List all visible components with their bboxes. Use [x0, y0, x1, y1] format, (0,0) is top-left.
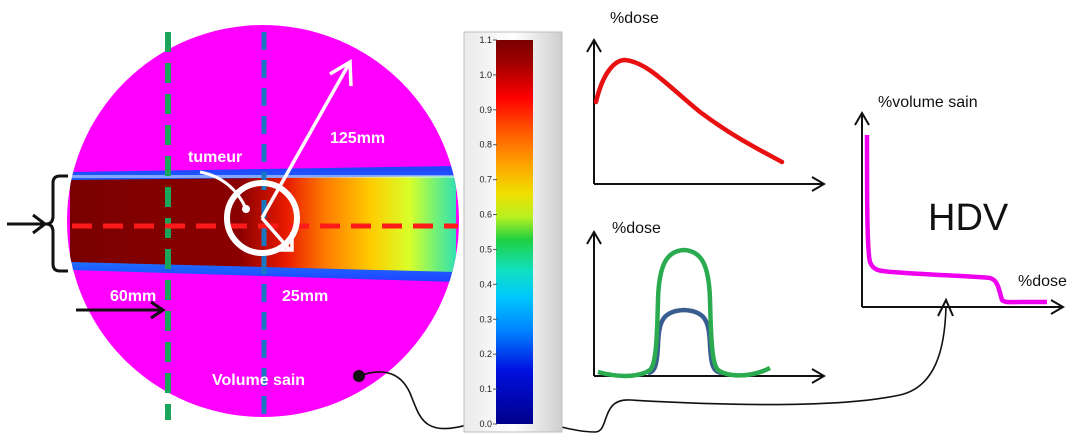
- colorbar-tick-label: 0.0: [479, 419, 492, 429]
- colorbar-tick-label: 1.1: [479, 35, 492, 45]
- profile-y-arrowhead: [586, 230, 602, 245]
- pdd-x-arrowhead: [811, 176, 826, 192]
- hdv-x-arrowhead: [1050, 299, 1065, 315]
- colorbar-tick-label: 0.7: [479, 175, 492, 185]
- tumeur-label: tumeur: [188, 149, 242, 166]
- colorbar-tick-label: 0.3: [479, 314, 492, 324]
- connector-arrowhead: [937, 297, 954, 317]
- radius-arrow-line: [260, 61, 352, 219]
- tumor-radius-line: [260, 216, 292, 252]
- tumor-leader-line: [199, 170, 248, 210]
- depth-60mm-label: 60mm: [110, 288, 156, 305]
- profile-ylabel: %dose: [612, 220, 661, 237]
- entrance-arrowhead: [32, 213, 48, 235]
- pdd-curve: [593, 57, 785, 165]
- pdd-plot: %dose: [586, 10, 826, 192]
- colorbar-gradient: [496, 40, 533, 424]
- tumor-radius-arrowhead: [276, 232, 294, 252]
- profile-plot: %dose: [586, 220, 826, 384]
- hdv-plot: %volume sain HDV %dose: [854, 94, 1067, 315]
- volume-sain-label: Volume sain: [212, 372, 305, 389]
- connector-curve: [358, 305, 947, 433]
- colorbar-tick-label: 0.8: [479, 140, 492, 150]
- hdv-curve: [864, 134, 1047, 305]
- radius-label: 125mm: [330, 130, 385, 147]
- hdv-y-arrowhead: [854, 111, 870, 126]
- depth-25mm-label: 25mm: [282, 288, 328, 305]
- colorbar-tick-label: 0.5: [479, 244, 492, 254]
- pdd-ylabel: %dose: [610, 10, 659, 27]
- depth-arrowhead: [150, 300, 166, 320]
- colorbar-tick-label: 0.1: [479, 384, 492, 394]
- colorbar-tick-label: 0.6: [479, 210, 492, 220]
- colorbar-tick-label: 0.4: [479, 279, 492, 289]
- field-bracket: [45, 174, 68, 273]
- profile-x-arrowhead: [811, 368, 826, 384]
- hdv-xlabel: %dose: [1018, 273, 1067, 290]
- colorbar-tick-label: 0.2: [479, 349, 492, 359]
- hdv-title: HDV: [928, 197, 1009, 239]
- colorbar-tick-label: 1.0: [479, 70, 492, 80]
- radius-arrowhead: [329, 58, 353, 87]
- pdd-y-arrowhead: [586, 38, 602, 53]
- phantom: tumeur 125mm 60mm 25mm Volume sain: [7, 25, 954, 433]
- profile-inner-curve: [647, 307, 723, 376]
- hdv-ylabel: %volume sain: [878, 94, 978, 111]
- tumor-circle: [224, 180, 300, 256]
- profile-outer-curve: [597, 247, 772, 379]
- colorbar: 1.1 1.0 0.9 0.8 0.7 0.6 0.5 0.4 0.3 0.2 0.1 0.0: [463, 31, 563, 433]
- colorbar-tick-label: 0.9: [479, 105, 492, 115]
